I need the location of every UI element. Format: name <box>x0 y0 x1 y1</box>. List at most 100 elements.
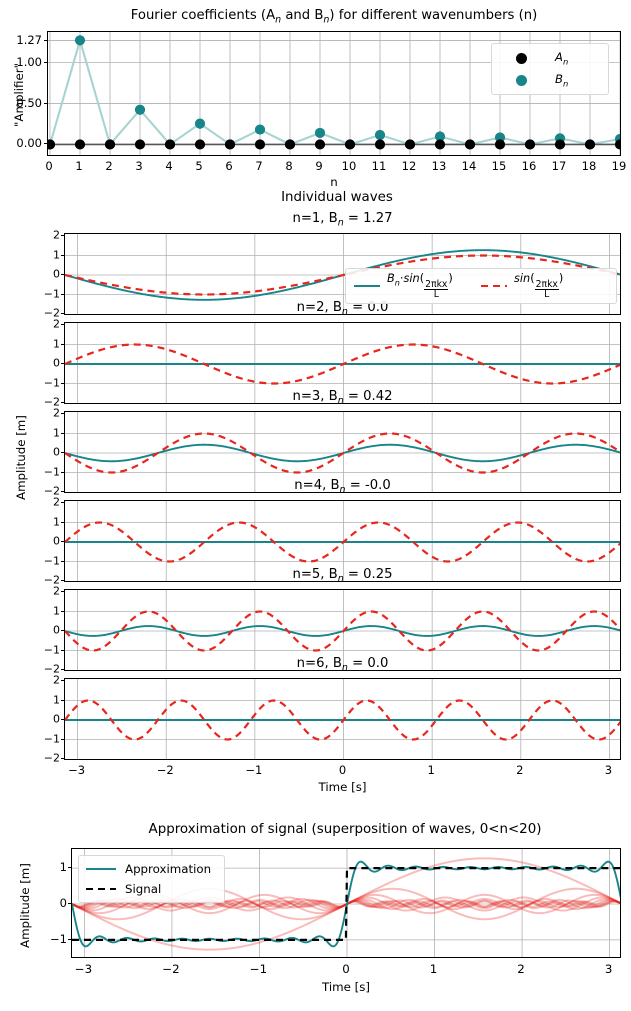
ytick-mark <box>60 471 65 473</box>
ytick-mark <box>60 649 65 651</box>
wave-ytick: −2 <box>43 573 60 587</box>
coefficients-ytick: 0.50 <box>16 95 42 110</box>
wave-ytick: −2 <box>43 484 60 498</box>
wave-ytick: 2 <box>53 228 60 242</box>
approx-ytick: −1 <box>50 931 67 946</box>
waves-xtick: −3 <box>68 763 86 777</box>
ytick-mark <box>60 758 65 759</box>
coefficients-xtick: 5 <box>195 159 203 173</box>
wave-ytick: −1 <box>43 287 60 300</box>
waves-xtick: 2 <box>516 763 524 777</box>
approx-xtick: −3 <box>74 962 93 976</box>
wave-ytick: −2 <box>43 395 60 409</box>
wave-ytick: 2 <box>53 406 60 420</box>
approx-xlabel: Time [s] <box>322 980 370 994</box>
ytick-mark <box>60 235 65 236</box>
coefficients-xlabel: n <box>330 175 338 189</box>
coefficients-xtick: 14 <box>461 159 477 173</box>
wave-ytick: −2 <box>43 662 60 676</box>
approx-xtick: 0 <box>342 962 350 976</box>
coefficients-legend: An Bn <box>491 43 609 95</box>
legend-label-unit-sine: sin(2πkx L) <box>514 272 564 301</box>
wave-ytick: −1 <box>43 643 60 656</box>
ytick-mark <box>60 491 65 492</box>
legend-line-solid <box>86 867 116 871</box>
wave-ytick: −1 <box>43 465 60 478</box>
waves-xtick: −2 <box>156 763 174 777</box>
ytick-mark <box>67 867 72 869</box>
wave-subplot-title-n3: n=3, Bn = 0.42 <box>292 389 393 407</box>
legend-label: Bn <box>555 71 569 89</box>
ytick-mark <box>60 502 65 503</box>
wave-ytick: −1 <box>43 376 60 389</box>
wave-ytick: −2 <box>43 751 60 765</box>
coefficients-xtick: 7 <box>255 159 263 173</box>
ytick-mark <box>60 560 65 562</box>
wave-ytick: 1 <box>53 337 60 350</box>
ytick-mark <box>60 521 65 523</box>
coefficients-xtick: 2 <box>105 159 113 173</box>
ytick-mark <box>43 61 48 63</box>
approx-title: Approximation of signal (superposition o… <box>148 822 542 837</box>
coefficients-ytick: 0.00 <box>16 136 42 151</box>
ytick-mark <box>60 719 65 720</box>
coefficients-xtick: 13 <box>431 159 447 173</box>
coefficients-xtick: 8 <box>285 159 293 173</box>
legend-label-scaled-sine: Bn·sin(2πkx L) <box>387 272 453 301</box>
legend-item-B_n: Bn <box>498 69 602 91</box>
approx-ytick: 1 <box>59 860 67 875</box>
approx-ytick: 0 <box>59 896 67 910</box>
ytick-mark <box>60 343 65 345</box>
ytick-mark <box>60 580 65 581</box>
waves-xtick: 1 <box>427 763 435 777</box>
approximation-legend: Approximation Signal <box>78 855 225 903</box>
waves-ylabel: Amplitude [m] <box>14 415 28 500</box>
coefficients-ytick: 1.00 <box>16 54 42 69</box>
ytick-mark <box>60 274 65 275</box>
wave-plot-area-n3 <box>64 411 621 493</box>
ytick-mark <box>60 402 65 403</box>
coefficients-xtick: 12 <box>401 159 417 173</box>
coefficients-xtick: 9 <box>315 159 323 173</box>
ytick-mark <box>60 699 65 701</box>
legend-line-dashed <box>86 887 116 891</box>
wave-subplot-title-n4: n=4, Bn = -0.0 <box>294 478 391 496</box>
ytick-mark <box>43 102 48 104</box>
ytick-mark <box>60 591 65 592</box>
coefficients-xtick: 17 <box>551 159 567 173</box>
waves-xtick: 3 <box>604 763 613 777</box>
approx-xtick: 1 <box>429 962 438 976</box>
wave-plot-area-n4 <box>64 500 621 582</box>
wave-subplot-title-n1: n=1, Bn = 1.27 <box>292 211 393 229</box>
wave-plot-area-n6 <box>64 678 621 760</box>
wave-ytick: 2 <box>53 317 60 331</box>
ytick-mark <box>60 738 65 740</box>
wave-ytick: 0 <box>53 712 60 726</box>
waves-legend: Bn·sin(2πkx L) sin(2πkx L) <box>345 268 617 304</box>
wave-plot-area-n5 <box>64 589 621 671</box>
ytick-mark <box>43 39 48 41</box>
wave-ytick: 0 <box>53 267 60 281</box>
legend-label: An <box>555 49 569 67</box>
ytick-mark <box>67 903 72 904</box>
coefficients-xtick: 4 <box>165 159 173 173</box>
wave-ytick: 2 <box>53 584 60 598</box>
coefficients-xtick: 10 <box>341 159 357 173</box>
wave-ytick: 0 <box>53 445 60 459</box>
wave-ytick: −1 <box>43 732 60 745</box>
ytick-mark <box>60 610 65 612</box>
coefficients-xtick: 1 <box>75 159 83 173</box>
wave-ytick: 1 <box>53 426 60 439</box>
ytick-mark <box>67 938 72 940</box>
wave-ytick: 1 <box>53 604 60 617</box>
ytick-mark <box>60 432 65 434</box>
coefficients-xtick: 18 <box>581 159 597 173</box>
coefficients-xtick: 0 <box>45 159 53 173</box>
wave-subplot-title-n6: n=6, Bn = 0.0 <box>296 656 389 674</box>
legend-item-unit-sine: sin(2πkx L) <box>481 272 608 301</box>
wave-ytick: 0 <box>53 356 60 370</box>
coefficients-title: Fourier coefficients (An and Bn) for dif… <box>130 8 538 26</box>
approx-xtick: 2 <box>517 962 525 976</box>
coefficients-xtick: 15 <box>491 159 507 173</box>
